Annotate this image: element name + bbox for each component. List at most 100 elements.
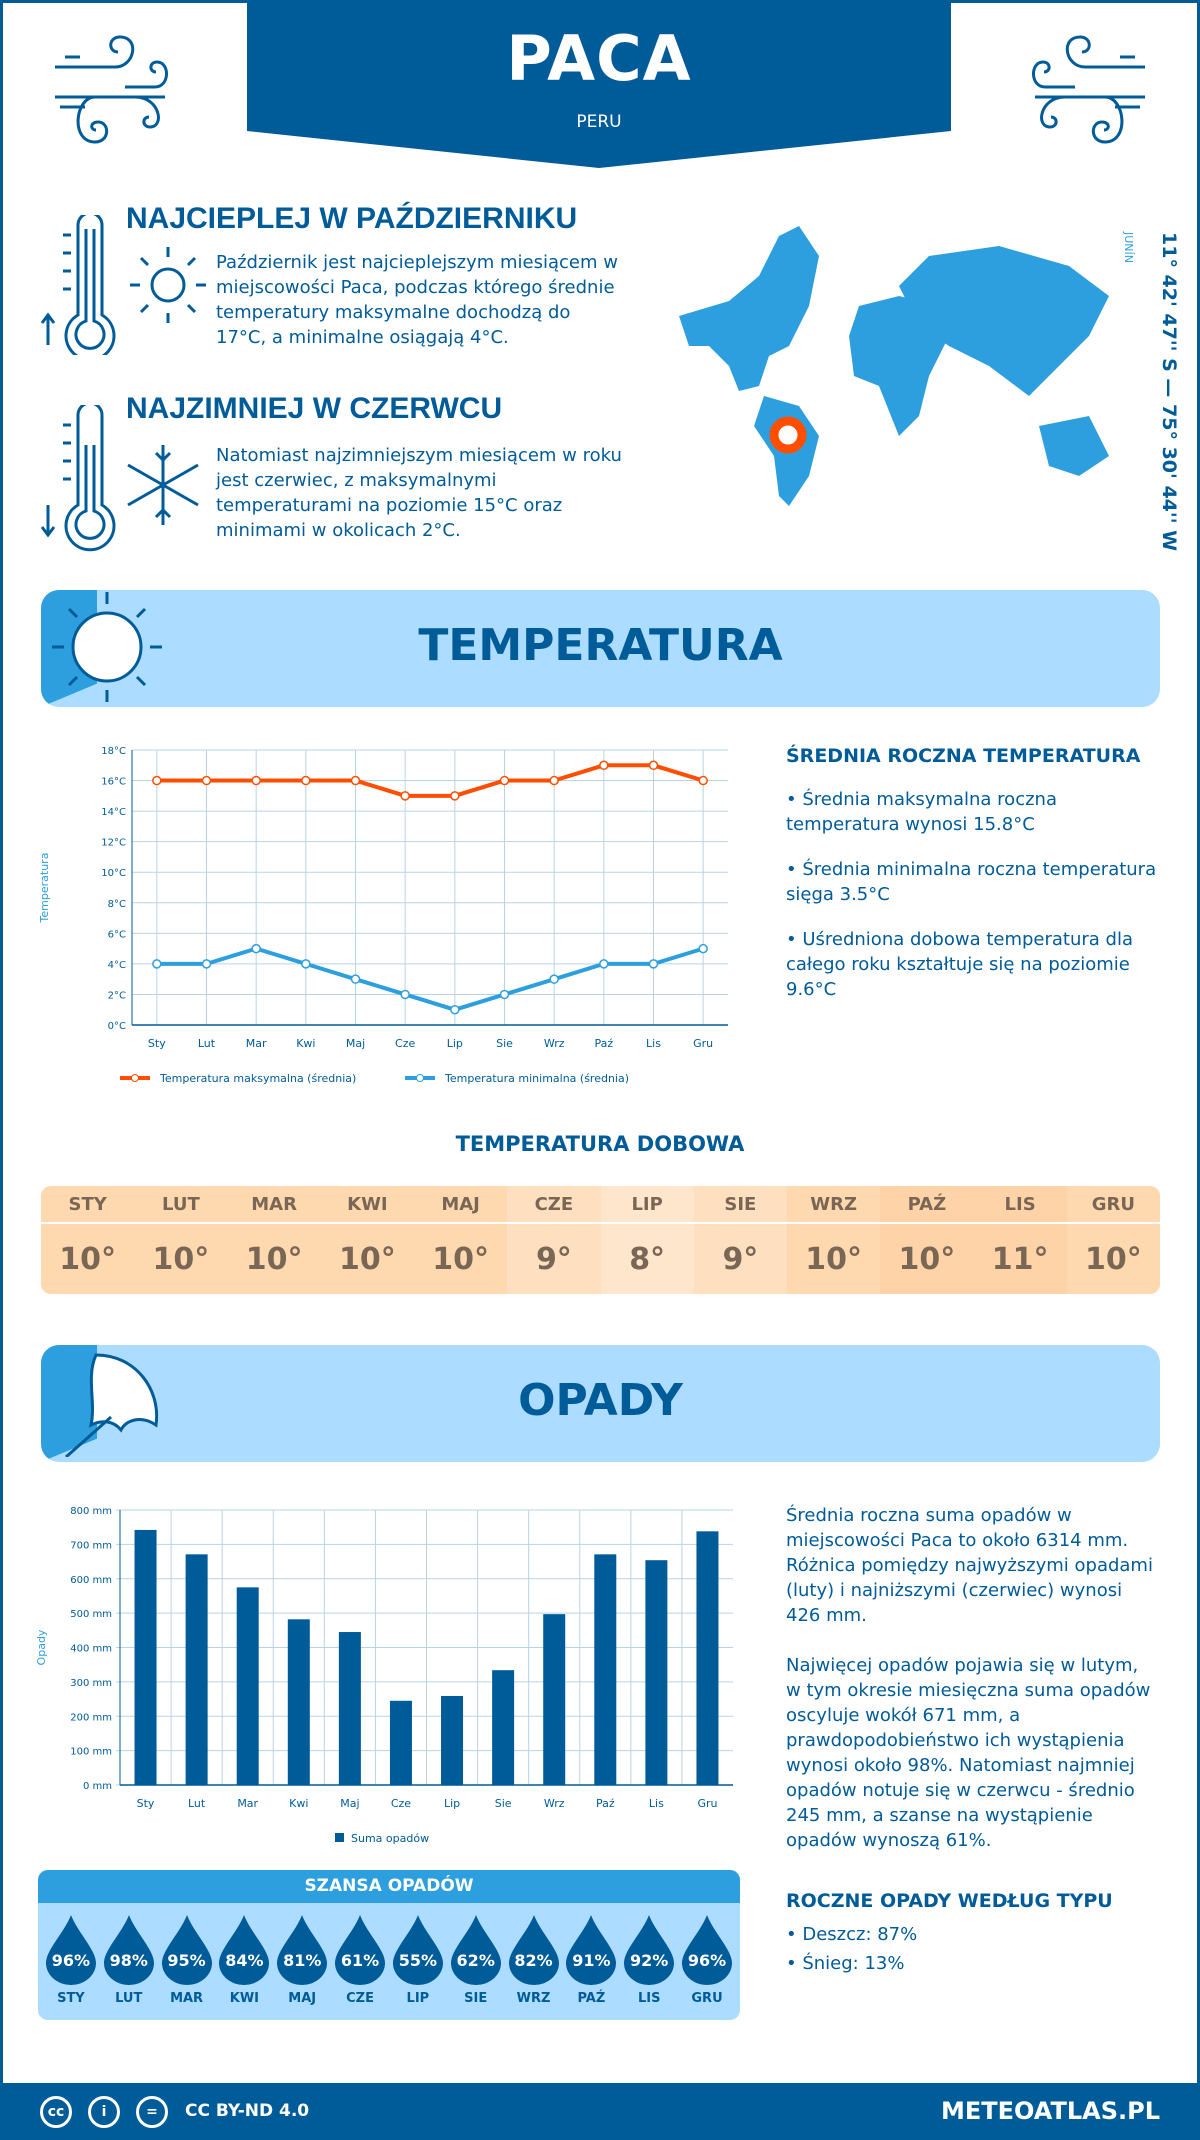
x-tick-label: Paź	[596, 1797, 615, 1810]
bar	[338, 1632, 361, 1785]
legend-marker	[131, 1074, 139, 1082]
precipitation-title: OPADY	[518, 1375, 683, 1426]
daily-value: 10°	[245, 1241, 303, 1277]
precipitation-summary: Średnia roczna suma opadów w miejscowośc…	[786, 1503, 1154, 1873]
daily-value: 9°	[535, 1241, 572, 1277]
daily-month: LIS	[973, 1186, 1067, 1224]
series-line	[156, 763, 704, 798]
chance-item: 96% GRU	[678, 1903, 736, 2006]
license-label: CC BY-ND 4.0	[185, 2101, 310, 2121]
daily-cell: PAŹ 10°	[880, 1186, 974, 1294]
daily-value: 10°	[432, 1241, 489, 1277]
chance-month: CZE	[346, 1991, 374, 2006]
daily-month: LIP	[600, 1186, 694, 1224]
data-point	[301, 959, 311, 969]
y-tick-label: 2°C	[108, 990, 126, 1001]
data-point	[350, 974, 361, 984]
precipitation-types: ROCZNE OPADY WEDŁUG TYPU • Deszcz: 87% •…	[786, 1890, 1154, 1996]
bar	[287, 1619, 310, 1785]
daily-month: PAŹ	[880, 1186, 974, 1224]
daily-month: SIE	[693, 1186, 787, 1224]
temperature-title: TEMPERATURA	[418, 620, 783, 671]
daily-cell: LIS 11°	[973, 1186, 1067, 1294]
legend-label: Temperatura minimalna (średnia)	[444, 1072, 629, 1085]
chance-item: 98% LUT	[100, 1903, 158, 2006]
x-tick-label: Sie	[495, 1797, 512, 1810]
daily-cell: MAJ 10°	[414, 1186, 508, 1294]
bar	[645, 1560, 668, 1785]
x-tick-label: Paź	[595, 1037, 614, 1050]
data-point	[152, 959, 162, 969]
chance-value: 82%	[514, 1951, 553, 1970]
daily-cell: LIP 8°	[600, 1186, 694, 1294]
precipitation-chart: 0 mm 100 mm 200 mm 300 mm 400 mm 500 mm 600 mm…	[35, 1506, 733, 1845]
temperature-summary: ŚREDNIA ROCZNA TEMPERATURA • Średnia mak…	[786, 745, 1166, 1022]
bar	[696, 1531, 719, 1785]
data-point	[499, 989, 510, 1000]
x-tick-label: Lip	[444, 1797, 460, 1810]
bar	[492, 1670, 515, 1785]
chance-item: 55% LIP	[389, 1903, 447, 2006]
y-tick-label: 0 mm	[83, 1781, 112, 1792]
world-map	[679, 226, 1109, 506]
bar	[185, 1554, 208, 1785]
series-line	[156, 946, 704, 1012]
type-snow: • Śnieg: 13%	[786, 1953, 905, 1974]
chance-month: KWI	[229, 1991, 260, 2006]
daily-month: LUT	[134, 1186, 228, 1224]
cc-icon: cc	[40, 2096, 72, 2128]
daily-month: CZE	[507, 1186, 601, 1224]
wind-icon	[1032, 35, 1145, 144]
temperature-banner: TEMPERATURA	[41, 590, 1160, 707]
y-tick-label: 400 mm	[70, 1644, 112, 1655]
y-tick-label: 12°C	[101, 838, 126, 849]
y-tick-label: 10°C	[101, 868, 126, 879]
x-tick-label: Maj	[340, 1797, 359, 1810]
data-point	[599, 959, 609, 969]
data-point	[400, 989, 410, 1000]
daily-value: 9°	[722, 1241, 759, 1277]
chance-item: 96% STY	[42, 1903, 100, 2006]
chance-value: 81%	[283, 1951, 322, 1970]
precip-text-2: Najwięcej opadów pojawia się w lutym, w …	[786, 1655, 1151, 1851]
raindrop-icon	[450, 1915, 501, 1985]
bar	[441, 1695, 464, 1785]
raindrop-icon	[161, 1915, 212, 1985]
y-axis-label: Temperatura	[40, 853, 51, 924]
umbrella-icon	[65, 1353, 159, 1457]
precipitation-banner: OPADY	[41, 1345, 1160, 1462]
data-point	[400, 791, 410, 801]
daily-cell: GRU 10°	[1066, 1186, 1160, 1294]
site-link[interactable]: METEOATLAS.PL	[940, 2097, 1160, 2125]
chance-month: LIP	[406, 1991, 430, 2006]
precip-text-1: Średnia roczna suma opadów w miejscowośc…	[786, 1505, 1153, 1626]
raindrop-icon	[103, 1915, 154, 1985]
chance-value: 62%	[456, 1951, 495, 1970]
daily-month: GRU	[1066, 1186, 1160, 1224]
x-tick-label: Wrz	[544, 1037, 565, 1050]
legend-swatch	[335, 1833, 344, 1842]
x-tick-label: Sie	[496, 1037, 513, 1050]
data-point	[499, 775, 510, 786]
data-point	[251, 775, 261, 786]
daily-cell: KWI 10°	[320, 1186, 414, 1294]
bar	[594, 1554, 617, 1785]
daily-value: 10°	[1085, 1241, 1142, 1277]
coldest-text: Natomiast najzimniejszym miesiącem w rok…	[216, 445, 622, 541]
daily-value: 10°	[898, 1241, 956, 1277]
data-point	[201, 775, 212, 786]
daily-value: 10°	[59, 1241, 116, 1277]
footer: cc i = CC BY-ND 4.0 METEOATLAS.PL	[0, 2083, 1200, 2140]
y-tick-label: 0°C	[108, 1021, 126, 1032]
chance-item: 95% MAR	[158, 1903, 216, 2006]
data-point	[251, 943, 261, 954]
chance-item: 62% SIE	[447, 1903, 505, 2006]
chance-value: 91%	[572, 1951, 611, 1970]
daily-value: 10°	[339, 1241, 396, 1277]
chance-title: SZANSA OPADÓW	[38, 1870, 740, 1903]
daily-month: MAJ	[414, 1186, 508, 1224]
y-axis-label: Opady	[35, 1629, 48, 1665]
chance-month: PAŹ	[577, 1991, 606, 2006]
raindrop-icon	[682, 1915, 733, 1985]
summary-item: • Średnia maksymalna roczna temperatura …	[786, 789, 1057, 835]
